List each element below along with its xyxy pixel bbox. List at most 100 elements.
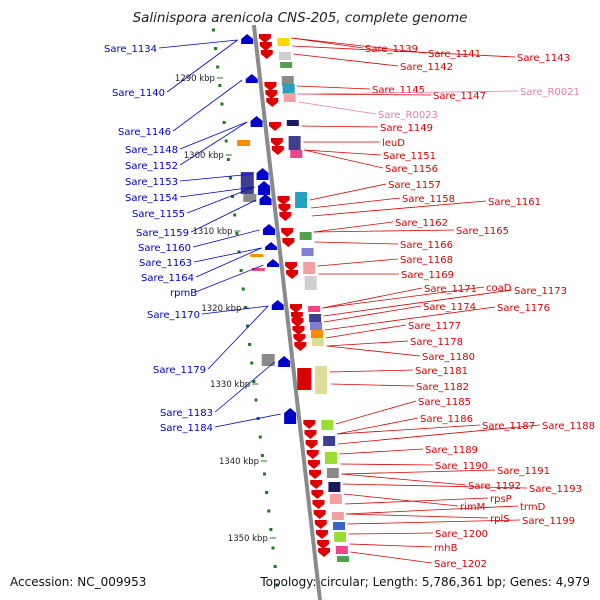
ruler-dot [254,398,258,402]
reverse-feature [310,480,323,489]
reverse-label: Sare_1202 [434,559,487,570]
ruler-dot [220,102,224,106]
feature-block [334,532,347,542]
forward-leader [194,247,262,263]
reverse-label: Sare_1188 [542,421,595,432]
forward-feature [271,300,284,310]
forward-feature [256,168,269,180]
reverse-feature [311,490,324,499]
reverse-feature [305,440,318,449]
reverse-label: Sare_1171 [424,284,477,295]
ruler-dot [263,472,267,476]
ruler-dot [245,324,249,328]
feature-block [311,338,324,346]
reverse-leader [343,493,459,507]
reverse-leader [304,149,384,169]
feature-block [328,482,341,492]
reverse-leader [292,45,516,58]
feature-block [315,366,328,394]
reverse-feature [294,342,307,351]
forward-leader [180,186,255,198]
ruler-dot [248,343,252,346]
reverse-label: Sare_1177 [408,321,461,332]
reverse-leader [339,448,424,455]
reverse-label: Sare_1187 [482,421,535,432]
forward-feature [258,181,271,195]
forward-leader [207,305,269,370]
reverse-label: Sare_1185 [418,397,471,408]
reverse-label: Sare_1145 [372,85,425,96]
forward-label: Sare_1160 [138,243,191,254]
feature-block [290,150,303,158]
forward-label: Sare_1155 [132,209,185,220]
reverse-leader [326,340,409,347]
reverse-leader [340,463,434,466]
reverse-label: Sare_1191 [497,466,550,477]
feature-block [303,262,316,274]
forward-leader [195,247,262,278]
forward-label: Sare_1164 [141,273,194,284]
reverse-feature [270,138,283,147]
reverse-feature [279,212,292,221]
reverse-leader [341,469,496,475]
ruler-dot [267,509,271,513]
reverse-leader [335,400,417,425]
reverse-leader [331,383,415,387]
ruler-dot [252,380,256,383]
reverse-label: Sare_1141 [428,49,481,60]
reverse-leader [296,85,371,90]
feature-blocks [237,38,349,562]
feature-block [283,93,296,102]
reverse-leader [304,149,382,156]
reverse-leader [350,551,433,564]
reverse-leader [336,424,481,435]
reverse-leader [291,37,427,54]
ruler-dot [239,269,243,272]
ruler-dot [273,565,277,568]
reverse-label: Sare_1182 [416,382,469,393]
feature-block [277,38,290,46]
reverse-feature [291,318,304,327]
reverse-label: Sare_1181 [415,366,468,377]
reverse-feature [277,196,290,205]
reverse-leader [313,229,455,233]
reverse-leader [323,305,422,323]
reverse-label: leuD [382,138,405,149]
reverse-feature [292,326,305,335]
accession-text: Accession: NC_009953 [10,575,147,589]
feature-block [323,436,336,446]
ruler-dot [258,435,262,439]
reverse-leader [297,93,432,96]
forward-leader [159,39,238,49]
reverse-label: Sare_1190 [435,461,488,472]
reverse-leader [346,505,519,515]
ruler-dot [260,454,264,457]
reverse-feature [297,368,312,390]
forward-feature [259,194,272,205]
reverse-label: rplS [490,514,510,525]
ruler-dot [216,65,220,69]
feature-block [329,494,342,504]
feature-block [309,314,322,322]
forward-leader [186,186,255,214]
reverse-label: Sare_1199 [522,516,575,527]
reverse-leader [297,90,519,95]
reverse-label: Sare_R0021 [520,87,580,98]
reverse-label: Sare_1200 [435,529,488,540]
ruler-dot [218,84,222,87]
ruler-label: 1310 kbp [193,227,233,237]
feature-block [321,420,334,430]
reverse-leader [338,424,541,445]
feature-block [326,468,339,478]
reverse-label: Sare_R0023 [378,110,438,121]
reverse-leader [325,324,407,339]
reverse-label: coaD [486,283,512,294]
reverse-feature [278,204,291,213]
forward-label: Sare_1148 [125,145,178,156]
reverse-feature [317,540,330,549]
forward-feature [241,34,254,44]
forward-label: Sare_1153 [125,177,178,188]
feature-block [310,322,323,330]
feature-block [282,84,295,94]
reverse-label: Sare_1192 [468,481,521,492]
